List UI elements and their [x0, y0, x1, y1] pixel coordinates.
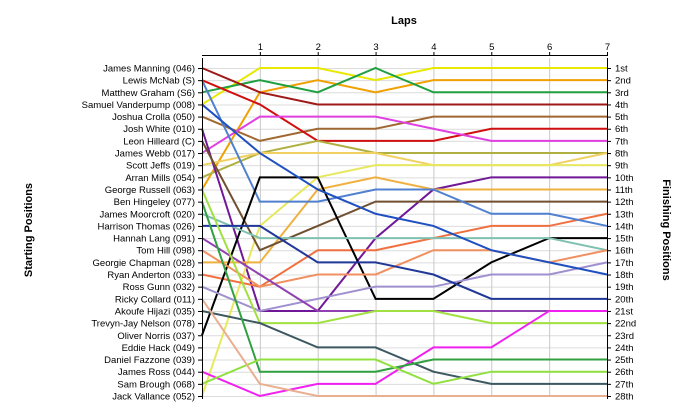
finishing-position-label: 13th	[615, 209, 634, 220]
series-line-2	[201, 79, 607, 190]
starting-position-label: Arran Mills (054)	[125, 173, 195, 184]
finishing-position-label: 26th	[615, 367, 634, 378]
series-line-10	[201, 128, 607, 312]
series-line-27	[201, 358, 607, 385]
series-line-12	[202, 176, 607, 264]
lap-tick-label: 2	[316, 42, 321, 53]
starting-position-label: Ryan Anderton (033)	[107, 270, 195, 281]
finishing-position-label: 17th	[615, 258, 634, 269]
series-line-28	[201, 298, 607, 397]
finishing-position-label: 11th	[615, 185, 633, 196]
series-line-4	[201, 67, 607, 106]
starting-position-label: Josh White (010)	[123, 124, 195, 135]
finishing-position-label: 6th	[615, 124, 628, 135]
starting-position-label: Matthew Graham (S6)	[102, 88, 195, 99]
laps-axis-title: Laps	[391, 15, 417, 27]
finishing-position-label: 25th	[615, 355, 634, 366]
starting-position-label: Samuel Vanderpump (008)	[82, 100, 195, 111]
finishing-position-label: 12th	[615, 197, 634, 208]
series-line-26	[201, 201, 607, 373]
finishing-position-labels: 1st2nd3rd4th5th6th7th8th9th10th11th12th1…	[615, 64, 636, 403]
lap-tick-label: 4	[431, 42, 436, 53]
series-line-3	[201, 66, 607, 94]
series-line-16	[201, 176, 607, 336]
starting-position-label: Eddie Hack (049)	[122, 343, 195, 354]
series-line-23	[201, 103, 608, 276]
finishing-position-label: 9th	[615, 161, 628, 172]
starting-position-label: Trevyn-Jay Nelson (078)	[91, 319, 195, 330]
starting-position-label: Sam Brough (068)	[117, 379, 195, 390]
series-line-7	[201, 115, 607, 154]
starting-position-label: Ben Hingeley (077)	[114, 197, 195, 208]
lap-tick-labels: 1 2 3 4 5 6 7	[258, 42, 610, 53]
starting-position-label: Oliver Norris (037)	[117, 331, 195, 342]
finishing-position-label: 22nd	[615, 319, 636, 330]
starting-position-label: George Russell (063)	[105, 185, 195, 196]
starting-positions-axis-title: Starting Positions	[23, 183, 35, 277]
starting-position-labels: James Manning (046)Lewis McNab (S)Matthe…	[82, 64, 195, 403]
finishing-position-label: 14th	[615, 221, 634, 232]
finishing-position-label: 8th	[615, 149, 628, 160]
finishing-position-label: 4th	[615, 100, 628, 111]
starting-position-label: James Moorcroft (020)	[99, 209, 195, 220]
starting-position-label: Joshua Crolla (050)	[112, 112, 195, 123]
series-line-13	[201, 140, 607, 252]
finishing-position-label: 20th	[615, 294, 634, 305]
lap-tick-label: 5	[489, 42, 494, 53]
finishing-position-label: 23rd	[615, 331, 634, 342]
finishing-position-label: 10th	[615, 173, 634, 184]
axes	[198, 52, 611, 399]
starting-position-label: Hannah Lang (091)	[113, 234, 195, 245]
series-line-17	[201, 212, 608, 252]
series-line-22	[201, 189, 607, 325]
finishing-position-label: 7th	[615, 136, 628, 147]
starting-position-label: James Webb (017)	[115, 149, 195, 160]
finishing-position-label: 3rd	[615, 88, 629, 99]
lap-tick-label: 7	[605, 42, 610, 53]
finishing-position-label: 28th	[615, 392, 634, 403]
starting-position-label: James Manning (046)	[103, 64, 195, 75]
series-line-19	[201, 261, 608, 313]
series-line-1	[201, 67, 607, 106]
finishing-position-label: 19th	[615, 282, 634, 293]
series-line-8	[201, 139, 607, 179]
finishing-position-label: 15th	[615, 234, 634, 245]
finishing-position-label: 21st	[615, 306, 633, 317]
lap-tick-label: 6	[547, 42, 552, 53]
lap-tick-label: 1	[258, 42, 263, 53]
finishing-position-label: 27th	[615, 379, 634, 390]
starting-position-label: Ricky Collard (011)	[115, 294, 195, 305]
finishing-position-label: 2nd	[615, 76, 631, 87]
starting-position-label: Leon Hilleard (C)	[123, 136, 195, 147]
finishing-positions-axis-title: Finishing Positions	[660, 179, 672, 280]
starting-position-label: Akoufe Hijazi (035)	[115, 306, 195, 317]
finishing-position-label: 1st	[615, 64, 628, 75]
series-line-20	[202, 224, 607, 300]
starting-position-label: Ross Gunn (032)	[123, 282, 195, 293]
finishing-position-label: 24th	[615, 343, 634, 354]
series-line-6	[201, 79, 607, 142]
starting-position-label: James Ross (044)	[118, 367, 195, 378]
starting-position-label: Tom Hill (098)	[136, 246, 195, 257]
finishing-position-label: 16th	[615, 246, 634, 257]
starting-position-label: Daniel Fazzone (039)	[104, 355, 195, 366]
series-line-24	[201, 309, 607, 385]
series-lines	[201, 66, 608, 398]
finishing-position-label: 18th	[615, 270, 634, 281]
starting-position-label: Georgie Chapman (028)	[93, 258, 195, 269]
starting-position-label: Lewis McNab (S)	[123, 76, 195, 87]
finishing-position-label: 5th	[615, 112, 628, 123]
starting-position-label: Scott Jeffs (019)	[126, 161, 195, 172]
starting-position-label: Harrison Thomas (026)	[97, 221, 195, 232]
lap-tick-label: 3	[373, 42, 378, 53]
series-line-15	[201, 79, 608, 227]
starting-position-label: Jack Vallance (052)	[112, 392, 195, 403]
series-line-11	[201, 164, 607, 397]
